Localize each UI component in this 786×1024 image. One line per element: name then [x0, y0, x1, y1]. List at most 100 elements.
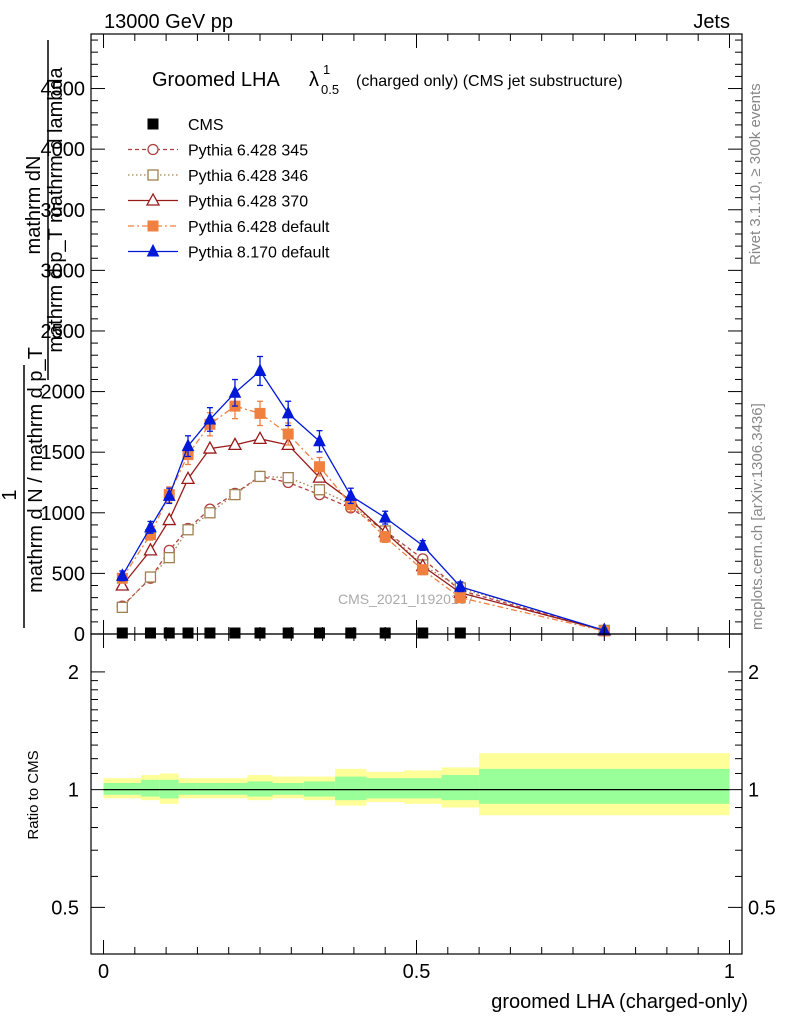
ratio-y-tick-label-right: 2 [748, 662, 759, 684]
ratio-inner-band [272, 782, 304, 795]
legend-marker [146, 243, 160, 257]
ratio-inner-band [303, 781, 336, 797]
legend-marker [147, 143, 159, 156]
data-point [202, 440, 218, 454]
y-tick-label: 1000 [41, 503, 86, 525]
legend: CMS Pythia 6.428 345 Pythia 6.428 346 Pythi… [128, 117, 330, 262]
y-tick-label: 1500 [41, 442, 86, 464]
series-line [121, 475, 605, 631]
legend-marker [147, 169, 159, 181]
data-point [115, 568, 129, 581]
data-point [229, 488, 241, 501]
series-line [121, 475, 605, 631]
series-0 [116, 627, 466, 639]
legend-marker [147, 118, 159, 130]
legend-marker [147, 220, 159, 232]
data-point [228, 385, 242, 398]
data-point [116, 627, 128, 639]
ratio-inner-band [247, 781, 273, 797]
process-label: Jets [693, 11, 730, 33]
data-point [180, 470, 196, 484]
data-point [144, 571, 157, 583]
title-symbol: λ [309, 69, 319, 91]
y-tick-label: 0 [74, 624, 85, 646]
data-point [378, 510, 392, 523]
ratio-y-tick-label: 0.5 [51, 897, 79, 919]
data-point [313, 433, 326, 447]
data-point [313, 484, 326, 496]
data-point [454, 627, 466, 639]
x-tick-label: 1 [724, 961, 735, 983]
legend-label: Pythia 6.428 default [188, 219, 330, 236]
data-point [379, 531, 391, 543]
data-point [144, 627, 156, 639]
y-tick-label: 2000 [41, 382, 86, 404]
ratio-inner-band [222, 782, 248, 795]
series-line [121, 438, 605, 631]
ratio-inner-band [335, 776, 367, 801]
data-point [116, 601, 128, 613]
data-point [254, 470, 266, 483]
series-1 [116, 470, 610, 637]
data-point [162, 488, 176, 501]
legend-label: Pythia 6.428 345 [188, 143, 308, 160]
data-point [281, 405, 295, 419]
ratio-plot-axes: 0.5 0.5 1 1 2 2 0 0.5 1 [51, 633, 776, 983]
ratio-inner-band [141, 779, 160, 797]
title-subscript: 0.5 [321, 82, 339, 97]
ylabel-denominator: mathrm d p_T mathrm d lambda [45, 66, 67, 352]
ratio-inner-band [103, 782, 142, 795]
watermark: CMS_2021_I1920187 [338, 591, 474, 607]
mcplots-label: mcplots.cern.ch [arXiv:1306.3436] [749, 403, 766, 630]
y-tick-label: 2500 [41, 321, 86, 343]
data-point [204, 627, 216, 639]
series-line [121, 369, 605, 631]
data-point [282, 627, 294, 639]
data-point [282, 428, 294, 440]
main-y-axis-label: mathrm dN mathrm d p_T mathrm d lambda 1… [0, 40, 67, 628]
series-2 [116, 470, 610, 637]
y-tick-label: 500 [52, 563, 85, 585]
y-tick-label: 3000 [41, 260, 86, 282]
ratio-bands [103, 753, 730, 816]
data-point [252, 430, 268, 444]
data-point [115, 577, 130, 591]
data-point [417, 627, 429, 639]
legend-label: CMS [188, 117, 224, 134]
data-point [454, 592, 466, 604]
data-point [253, 363, 267, 376]
ratio-y-tick-label: 1 [68, 780, 79, 802]
ratio-inner-band [441, 775, 480, 801]
data-point [162, 512, 177, 526]
ratio-inner-band [366, 778, 404, 799]
data-point [313, 461, 325, 473]
data-point [163, 551, 175, 564]
y-tick-label: 4500 [41, 79, 86, 101]
y-tick-label: 4000 [41, 139, 86, 161]
series-5 [115, 355, 611, 636]
data-point [282, 471, 294, 484]
chart-title: Groomed LHA λ 1 0.5 (charged only) (CMS … [152, 62, 623, 97]
rivet-label: Rivet 3.1.10, ≥ 300k events [747, 83, 764, 265]
data-point [143, 542, 158, 556]
legend-label: Pythia 8.170 default [188, 245, 330, 262]
legend-marker [145, 192, 161, 206]
data-point [181, 438, 195, 452]
data-point [344, 488, 358, 501]
data-point [182, 627, 194, 639]
main-plot-series [115, 355, 612, 639]
data-point [163, 627, 175, 639]
x-axis-label: groomed LHA (charged-only) [491, 991, 748, 1013]
ratio-y-tick-label-right: 1 [748, 780, 759, 802]
ratio-inner-band [479, 768, 730, 804]
data-point [227, 437, 243, 451]
data-point [312, 469, 327, 483]
data-point [313, 627, 325, 639]
ratio-y-tick-label: 2 [68, 662, 79, 684]
legend-label: Pythia 6.428 370 [188, 194, 308, 211]
ratio-inner-band [197, 782, 223, 795]
x-tick-label: 0.5 [403, 961, 431, 983]
data-point [144, 519, 157, 533]
data-point [254, 407, 266, 419]
